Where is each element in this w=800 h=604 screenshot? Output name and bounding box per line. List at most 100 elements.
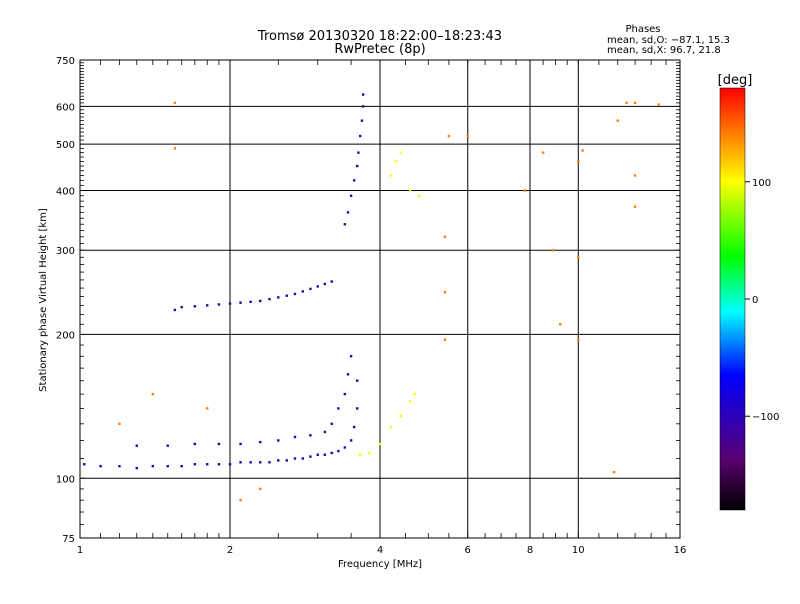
data-point	[581, 149, 584, 152]
data-point	[330, 451, 333, 455]
data-point	[349, 439, 353, 442]
data-point	[541, 151, 545, 154]
data-point	[277, 439, 280, 442]
data-point	[559, 323, 562, 326]
data-point	[330, 280, 333, 283]
colorbar-label: [deg]	[718, 73, 753, 88]
data-point	[625, 101, 628, 105]
data-point	[323, 453, 327, 456]
data-point	[355, 407, 359, 410]
data-point	[389, 425, 392, 429]
data-point	[259, 487, 262, 491]
data-point	[285, 459, 288, 462]
data-point	[193, 305, 197, 308]
data-point	[577, 256, 580, 259]
y-tick-label: 500	[56, 140, 75, 151]
y-tick-label: 400	[56, 186, 75, 197]
colorbar-tick-label: 100	[752, 178, 771, 189]
data-point	[239, 461, 242, 464]
data-point	[389, 174, 392, 177]
data-point	[466, 134, 469, 138]
data-point	[118, 464, 121, 468]
data-point	[577, 338, 580, 341]
data-point	[577, 160, 580, 163]
data-point	[249, 461, 252, 464]
x-tick-label: 16	[674, 545, 687, 556]
x-tick-label: 2	[227, 545, 233, 556]
data-point	[173, 147, 177, 150]
data-point	[205, 463, 209, 466]
data-point	[657, 103, 660, 106]
data-point	[309, 434, 312, 437]
data-point	[83, 463, 86, 466]
data-point	[367, 451, 371, 455]
minor-ticks	[79, 59, 681, 539]
data-point	[268, 461, 271, 464]
y-tick-labels: 75 100 200 300 400 500 600 750	[56, 56, 75, 545]
data-point	[151, 392, 155, 396]
x-tick-labels: 1 2 4 6 8 10 16	[77, 545, 687, 556]
x-tick-label: 6	[465, 545, 471, 556]
data-point	[293, 457, 297, 460]
data-point	[360, 119, 364, 122]
data-point	[394, 160, 397, 163]
data-point	[228, 302, 232, 305]
data-point	[343, 223, 347, 226]
data-point	[355, 164, 359, 168]
data-point	[99, 464, 102, 468]
data-point	[323, 430, 327, 434]
data-point	[337, 449, 340, 453]
x-tick-label: 8	[527, 545, 533, 556]
data-point	[409, 189, 412, 192]
data-point	[443, 235, 447, 239]
data-point	[447, 134, 451, 138]
data-point	[205, 304, 209, 307]
stats-o-line: mean, sd,O: −87.1, 15.3	[607, 35, 730, 46]
data-points	[83, 93, 660, 502]
data-point	[343, 392, 347, 396]
data-point	[361, 93, 365, 96]
data-point	[268, 297, 271, 301]
x-tick-label: 4	[377, 545, 383, 556]
data-point	[217, 463, 221, 466]
data-point	[217, 442, 221, 446]
y-tick-label: 750	[56, 56, 75, 67]
data-point	[293, 435, 297, 439]
data-point	[413, 392, 417, 396]
y-tick-label: 75	[62, 534, 75, 545]
data-point	[118, 422, 121, 426]
data-point	[293, 292, 297, 296]
data-point	[173, 308, 177, 312]
colorbar-tick-label: −100	[752, 412, 779, 423]
data-point	[349, 194, 353, 197]
chart-subtitle: RwPretec (8p)	[334, 42, 425, 57]
data-point	[358, 453, 362, 456]
data-point	[352, 179, 356, 182]
colorbar	[719, 87, 746, 511]
data-point	[217, 303, 221, 306]
y-tick-label: 100	[56, 474, 75, 485]
y-tick-label: 300	[56, 246, 75, 257]
data-point	[616, 119, 619, 122]
stats-heading: Phases	[625, 24, 660, 35]
data-point	[135, 466, 138, 470]
data-point	[523, 189, 526, 192]
data-point	[228, 463, 232, 466]
data-point	[193, 463, 197, 466]
data-point	[285, 294, 288, 297]
data-point	[309, 287, 312, 291]
data-point	[151, 464, 155, 468]
data-point	[239, 301, 242, 304]
data-point	[337, 407, 340, 410]
data-point	[612, 470, 616, 474]
data-point	[301, 457, 305, 460]
data-point	[399, 151, 402, 154]
colorbar-ticks: 100 0 −100	[745, 178, 779, 423]
data-point	[205, 407, 209, 410]
data-point	[316, 285, 319, 288]
stats-x-line: mean, sd,X: 96.7, 21.8	[607, 45, 721, 56]
data-point	[330, 422, 333, 426]
data-point	[316, 453, 319, 456]
data-point	[135, 444, 138, 447]
